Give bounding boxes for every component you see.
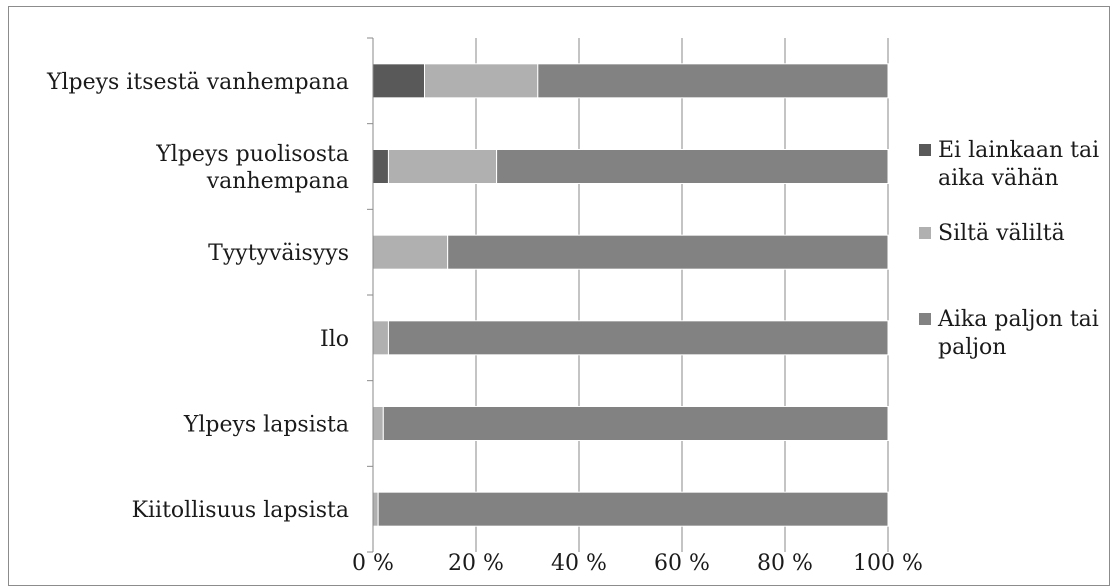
legend-swatch: [919, 144, 931, 156]
legend-swatch: [919, 313, 931, 325]
bar-segment: [377, 491, 889, 527]
x-tick-label: 40 %: [551, 551, 607, 576]
bar-segment: [372, 63, 425, 99]
bar-segment: [424, 63, 539, 99]
x-tick-labels: 0 % 20 % 40 % 60 % 80 % 100 %: [352, 551, 923, 576]
legend-label: aika vähän: [938, 166, 1059, 191]
x-tick-label: 20 %: [448, 551, 504, 576]
category-label: Tyytyväisyys: [208, 241, 349, 266]
bar-segment: [496, 149, 889, 184]
chart-area: [8, 6, 1110, 586]
bar-segment: [372, 234, 449, 270]
legend-label: paljon: [938, 335, 1006, 360]
category-label: Ilo: [320, 327, 349, 352]
bar-segment: [372, 406, 384, 441]
bar-segment: [537, 63, 889, 99]
bar-segment: [447, 234, 889, 270]
category-labels: Ylpeys itsestä vanhempana Ylpeys puolisos…: [46, 70, 349, 523]
gridlines: [475, 38, 889, 552]
category-label: Ylpeys lapsista: [183, 413, 349, 438]
bar-segment: [382, 406, 889, 441]
bar-segment: [372, 320, 389, 356]
bar-segment: [372, 149, 389, 184]
legend-swatch: [919, 227, 931, 239]
legend: Ei lainkaan tai aika vähän Siltä väliltä Ai…: [919, 138, 1099, 360]
legend-label: Aika paljon tai: [937, 307, 1099, 332]
category-label: Kiitollisuus lapsista: [132, 498, 349, 523]
x-tick-label: 80 %: [757, 551, 813, 576]
bar-segment: [372, 491, 379, 527]
x-tick-label: 0 %: [352, 551, 394, 576]
bar-segment: [387, 149, 498, 184]
category-label: Ylpeys puolisosta: [155, 142, 349, 167]
legend-label: Siltä väliltä: [938, 221, 1065, 246]
x-tick-label: 60 %: [654, 551, 710, 576]
bars: [372, 63, 889, 527]
axes: [367, 37, 374, 553]
category-label: Ylpeys itsestä vanhempana: [46, 70, 349, 95]
legend-label: Ei lainkaan tai: [938, 138, 1099, 163]
category-label: vanhempana: [206, 169, 349, 194]
x-tick-label: 100 %: [853, 551, 923, 576]
bar-segment: [387, 320, 889, 356]
